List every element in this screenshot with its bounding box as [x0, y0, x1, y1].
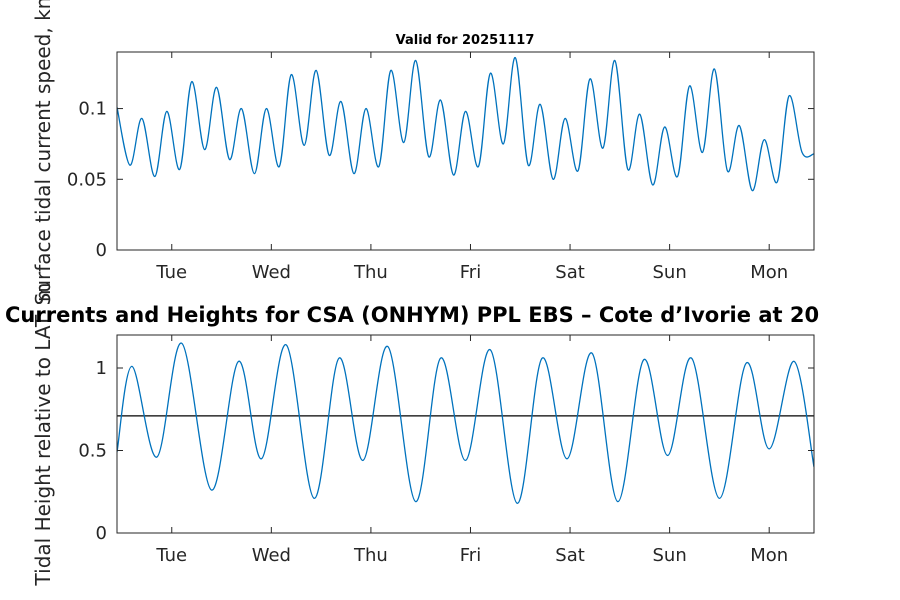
height-y-tick-label: 0: [96, 523, 107, 544]
height-axes-box: [116, 334, 815, 534]
tidal-height-panel: Tue Wed Thu Fri Sat Sun Mon 0 0.5 1 Tidal Height …: [31, 283, 815, 587]
current-x-tick-label: Wed: [252, 262, 291, 283]
height-y-tick-label: 1: [96, 358, 107, 379]
current-speed-panel: Valid for 20251117 Tue Wed Thu Fri Sat Sun Mon…: [31, 0, 815, 305]
current-series-line: [117, 56, 814, 192]
height-y-tick-label: 0.5: [78, 441, 107, 462]
height-y-axis-label: Tidal Height relative to LAT, m: [31, 283, 55, 587]
current-y-axis-label: Surface tidal current speed, kn: [31, 0, 55, 305]
figure-main-title: Currents and Heights for CSA (ONHYM) PPL…: [5, 303, 819, 327]
current-y-tick-label: 0.05: [67, 169, 107, 190]
height-x-tick-label: Mon: [750, 545, 788, 566]
current-x-tick-label: Sat: [555, 262, 585, 283]
current-y-tick-label: 0: [96, 240, 107, 261]
height-x-tick-label: Tue: [155, 545, 187, 566]
current-y-tick-label: 0.1: [78, 99, 107, 120]
current-chart-title: Valid for 20251117: [396, 33, 535, 48]
current-axes-box: [116, 51, 815, 251]
height-x-tick-label: Fri: [460, 545, 481, 566]
height-x-tick-label: Wed: [252, 545, 291, 566]
height-x-tick-label: Sat: [555, 545, 585, 566]
height-x-tick-label: Sun: [652, 545, 686, 566]
current-x-tick-label: Tue: [155, 262, 187, 283]
current-x-tick-label: Fri: [460, 262, 481, 283]
current-x-tick-label: Thu: [353, 262, 388, 283]
current-x-tick-label: Sun: [652, 262, 686, 283]
height-series-line: [117, 342, 814, 504]
current-x-tick-label: Mon: [750, 262, 788, 283]
height-x-tick-label: Thu: [353, 545, 388, 566]
